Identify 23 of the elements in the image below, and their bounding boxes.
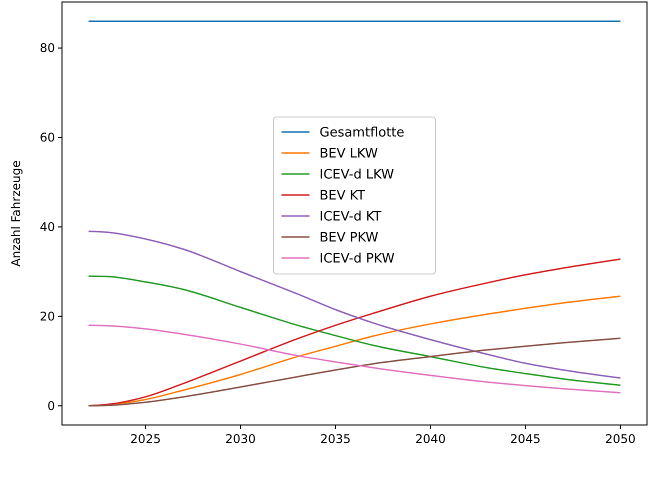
x-tick-label: 2030	[225, 432, 256, 446]
legend-label: ICEV-d LKW	[320, 168, 394, 182]
legend-label: ICEV-d KT	[320, 210, 382, 224]
y-tick-label: 60	[40, 130, 55, 144]
legend-label: BEV KT	[320, 188, 366, 204]
legend-label: ICEV-d PKW	[320, 252, 395, 266]
x-tick-label: 2040	[415, 432, 446, 446]
y-tick-label: 40	[40, 220, 55, 234]
line-series	[88, 275, 622, 386]
line-series	[88, 230, 622, 379]
x-tick-label: 2050	[605, 432, 636, 446]
x-tick-label: 2025	[130, 432, 161, 446]
y-axis-title: Anzahl Fahrzeuge	[9, 160, 23, 267]
legend-label: BEV PKW	[320, 230, 379, 246]
y-tick-label: 80	[40, 41, 55, 56]
line-series	[88, 324, 622, 394]
x-tick-label: 2035	[320, 432, 351, 446]
line-series	[88, 338, 622, 407]
legend-label: Gesamtflotte	[320, 126, 404, 140]
legend-label: BEV LKW	[320, 146, 378, 162]
y-tick-label: 20	[40, 309, 55, 324]
x-tick-label: 2045	[510, 432, 541, 446]
y-tick-label: 0	[47, 398, 55, 413]
